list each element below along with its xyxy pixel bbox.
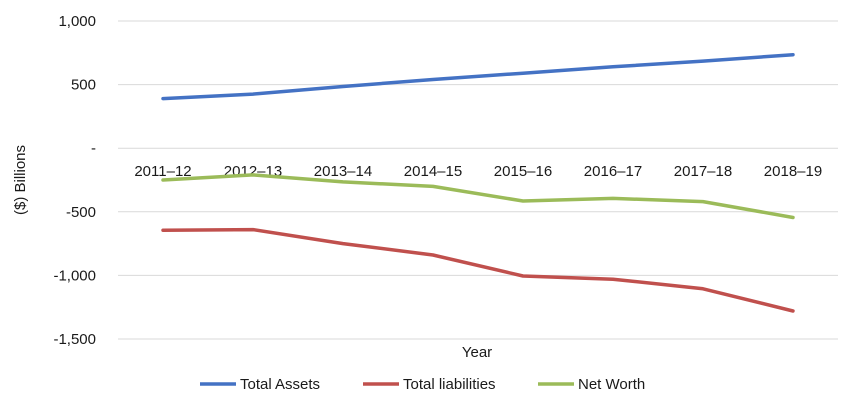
y-tick-label: 1,000 (58, 13, 96, 30)
x-tick-label: 2011–12 (134, 163, 191, 180)
y-tick-label: -500 (66, 204, 96, 221)
legend-label: Net Worth (578, 376, 645, 393)
y-tick-label: -1,000 (53, 267, 96, 284)
series-line-net-worth (161, 173, 795, 220)
legend: Total Assets Total liabilities Net Worth (200, 376, 645, 393)
x-tick-label: 2017–18 (674, 163, 732, 180)
x-tick-label: 2016–17 (584, 163, 642, 180)
x-axis-title: Year (462, 344, 492, 361)
y-axis-title: ($) Billions (12, 145, 29, 215)
x-tick-label: 2014–15 (404, 163, 462, 180)
series-line-total-assets (161, 52, 795, 101)
y-axis-ticks: 1,000 500 - -500 -1,000 -1,500 (53, 13, 96, 348)
legend-label: Total Assets (240, 376, 320, 393)
series-line-total-liabilities (161, 227, 795, 313)
series-lines (161, 52, 795, 313)
y-tick-label: 500 (71, 77, 96, 94)
x-tick-label: 2018–19 (764, 163, 822, 180)
y-tick-label: - (91, 140, 96, 157)
legend-label: Total liabilities (403, 376, 496, 393)
y-tick-label: -1,500 (53, 331, 96, 348)
x-tick-label: 2015–16 (494, 163, 552, 180)
gridlines (118, 20, 838, 340)
x-tick-label: 2013–14 (314, 163, 372, 180)
x-axis-ticks: 2011–12 2012–13 2013–14 2014–15 2015–16 2016–… (134, 163, 822, 180)
